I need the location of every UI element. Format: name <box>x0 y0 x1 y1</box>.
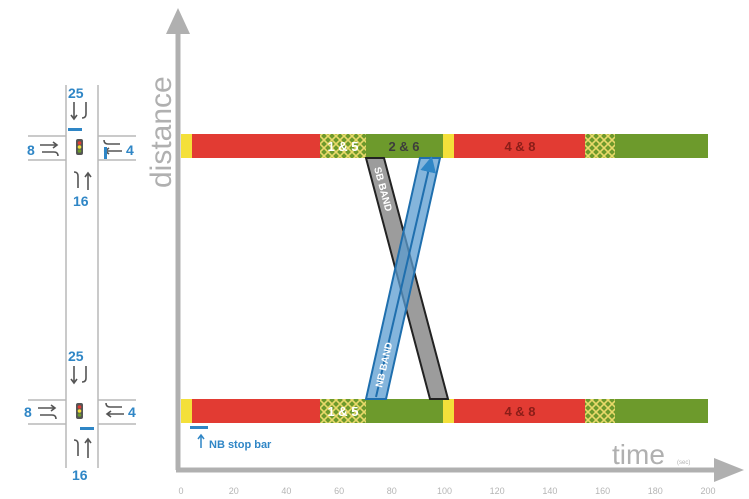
south-intersection: 25 8 4 16 <box>24 348 136 483</box>
south-sb-turn-arrows <box>70 366 87 385</box>
top-phase-1-5: 1 & 5 <box>327 139 358 154</box>
south-wb-arrows <box>105 402 124 418</box>
south-mv-top: 25 <box>68 348 84 364</box>
x-axis-ticks: 0 20 40 60 80 100 120 140 160 180 200 <box>178 486 715 496</box>
north-sb-stop-bar <box>68 128 82 131</box>
south-mv-left: 8 <box>24 404 32 420</box>
top-phase-4-8: 4 & 8 <box>504 139 535 154</box>
nb-stop-bar-label: NB stop bar <box>209 439 272 451</box>
x-tick-label: 160 <box>595 486 610 496</box>
x-axis-arrow <box>714 458 744 482</box>
top-signal-bar: 1 & 5 2 & 6 4 & 8 <box>181 134 708 158</box>
x-tick-label: 60 <box>334 486 344 496</box>
south-eb-arrows <box>38 404 57 420</box>
x-tick-label: 180 <box>648 486 663 496</box>
nb-stop-bar-annotation: NB stop bar <box>190 426 272 451</box>
north-mv-bottom: 16 <box>73 193 89 209</box>
top-phase-2-6: 2 & 6 <box>388 139 419 154</box>
bottom-signal-bar: 1 & 5 4 & 8 <box>181 399 708 423</box>
north-nb-stop-bar <box>104 147 107 159</box>
x-tick-label: 80 <box>387 486 397 496</box>
x-axis-unit: (sec) <box>677 460 690 466</box>
y-axis-arrow <box>166 8 190 34</box>
x-tick-label: 0 <box>178 486 183 496</box>
nb-band: NB BAND <box>364 156 442 400</box>
y-axis-label: distance <box>145 76 178 188</box>
x-tick-label: 100 <box>437 486 452 496</box>
south-nb-arrows <box>73 437 92 458</box>
axes: distance time (sec) 0 20 40 60 80 100 120 140 16… <box>145 8 744 496</box>
north-nb-arrows <box>73 171 92 190</box>
north-mv-left: 8 <box>27 142 35 158</box>
bottom-phase-1-5: 1 & 5 <box>327 404 358 419</box>
north-eb-arrows <box>40 141 59 157</box>
x-tick-label: 140 <box>542 486 557 496</box>
north-mv-right: 4 <box>126 142 134 158</box>
bottom-phase-4-8: 4 & 8 <box>504 404 535 419</box>
x-axis-label: time <box>612 439 665 470</box>
south-mv-bottom: 16 <box>72 467 88 483</box>
north-sb-turn-arrows <box>70 102 87 121</box>
south-mv-right: 4 <box>128 404 136 420</box>
south-nb-stop-bar <box>80 427 94 430</box>
x-tick-label: 200 <box>700 486 715 496</box>
x-tick-label: 120 <box>490 486 505 496</box>
corridor-schematic <box>28 85 136 468</box>
north-intersection: 25 8 4 16 <box>27 85 134 209</box>
x-tick-label: 40 <box>281 486 291 496</box>
north-mv-top: 25 <box>68 85 84 101</box>
x-tick-label: 20 <box>229 486 239 496</box>
